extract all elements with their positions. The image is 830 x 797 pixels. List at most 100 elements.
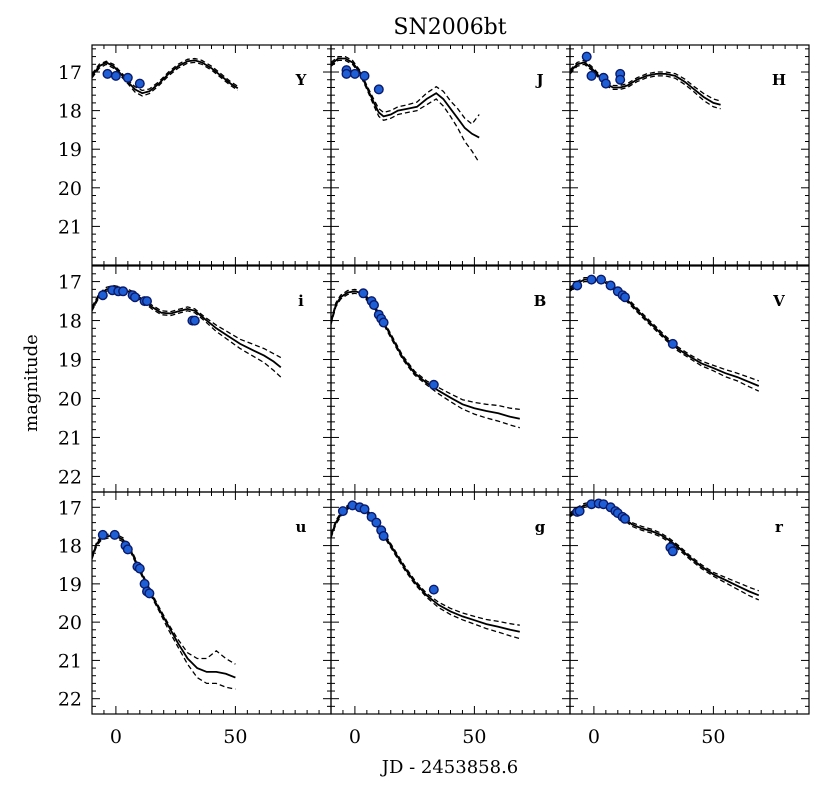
data-point-H [615,74,626,85]
y-tick-label: 17 [58,497,82,519]
model-lower-bound-line [331,506,520,640]
data-point-i [141,296,152,307]
data-point-B [369,300,380,311]
x-axis-label: JD - 2453858.6 [380,757,519,778]
y-tick-label: 22 [58,689,82,711]
model-curves [331,55,480,164]
data-point-J [341,68,352,79]
data-point-u [122,544,133,555]
model-curves [570,277,760,392]
band-label: J [534,71,543,89]
model-best-fit-line [92,59,239,95]
model-curves [92,57,239,97]
data-point-V [586,274,597,285]
data-point-V [596,274,607,285]
model-upper-bound-line [331,55,480,126]
data-point-B [378,317,389,328]
data-point-Y [134,78,145,89]
data-point-H [600,78,611,89]
model-lower-bound-line [570,63,721,110]
data-point-Y [102,68,113,79]
model-best-fit-line [92,535,236,679]
data-point-i [129,292,140,303]
model-lower-bound-line [92,537,236,690]
panel-H: H [569,44,810,266]
x-tick-label: 0 [110,726,122,748]
data-point-u [109,529,120,540]
data-point-g [371,517,382,528]
data-point-g [337,506,348,517]
model-upper-bound-line [92,284,282,359]
model-best-fit-line [331,290,520,420]
y-tick-label: 21 [58,216,82,238]
data-point-Y [122,72,133,83]
x-tick-label: 50 [701,726,725,748]
band-label: Y [295,71,307,89]
data-point-B [428,379,439,390]
model-lower-bound-line [331,59,480,164]
band-label: i [298,292,304,310]
data-point-i [97,290,108,301]
data-point-r [620,513,631,524]
data-point-H [581,51,592,62]
y-tick-label: 20 [58,178,82,200]
model-curves [331,288,520,429]
band-label: B [534,292,547,310]
y-tick-label: 18 [58,536,82,558]
data-point-V [620,292,631,303]
panel-frame [91,265,332,493]
y-tick-label: 19 [58,574,82,596]
panel-frame [569,491,810,715]
model-upper-bound-line [92,533,236,665]
panel-g: g 0 50 [330,491,571,748]
y-tick-label: 21 [58,427,82,449]
data-point-g [359,504,370,515]
data-point-J [349,68,360,79]
data-point-u [134,563,145,574]
y-tick-label: 20 [58,612,82,634]
x-tick-label: 0 [588,726,600,748]
model-upper-bound-line [331,502,520,626]
data-point-V [667,338,678,349]
data-point-H [586,70,597,81]
y-tick-label: 19 [58,139,82,161]
data-point-i [118,286,129,297]
data-point-J [359,70,370,81]
band-label: V [772,292,785,310]
model-lower-bound-line [92,288,282,378]
panel-i: i 17 18 19 20 21 22 [58,265,332,493]
model-upper-bound-line [570,500,760,592]
model-curves [331,502,520,640]
chart-title: SN2006bt [393,15,506,40]
model-best-fit-line [570,502,760,597]
y-tick-label: 22 [58,466,82,488]
model-upper-bound-line [570,59,721,102]
panel-V: V [569,265,810,493]
model-lower-bound-line [570,504,760,601]
panel-grid: Y 17 18 19 20 21 J Hi 17 18 19 20 21 22 B Vu 17 18 19 20 21 2… [58,44,810,748]
y-tick-label: 18 [58,311,82,333]
band-label: u [296,518,307,536]
data-point-V [605,280,616,291]
x-tick-label: 0 [349,726,361,748]
data-point-u [144,588,155,599]
panel-r: r 0 50 [569,491,810,748]
data-point-i [189,315,200,326]
band-label: g [535,518,546,536]
y-tick-label: 17 [58,272,82,294]
x-tick-label: 50 [223,726,247,748]
model-upper-bound-line [570,277,760,382]
y-tick-label: 21 [58,650,82,672]
y-tick-label: 18 [58,101,82,123]
band-label: H [772,71,786,89]
model-curves [570,59,721,110]
panel-J: J [330,44,571,266]
model-curves [570,500,760,601]
panel-u: u 17 18 19 20 21 22 0 50 [58,491,332,748]
band-label: r [775,518,784,536]
model-curves [92,533,236,690]
data-point-V [572,280,583,291]
data-point-u [97,529,108,540]
data-point-B [358,288,369,299]
